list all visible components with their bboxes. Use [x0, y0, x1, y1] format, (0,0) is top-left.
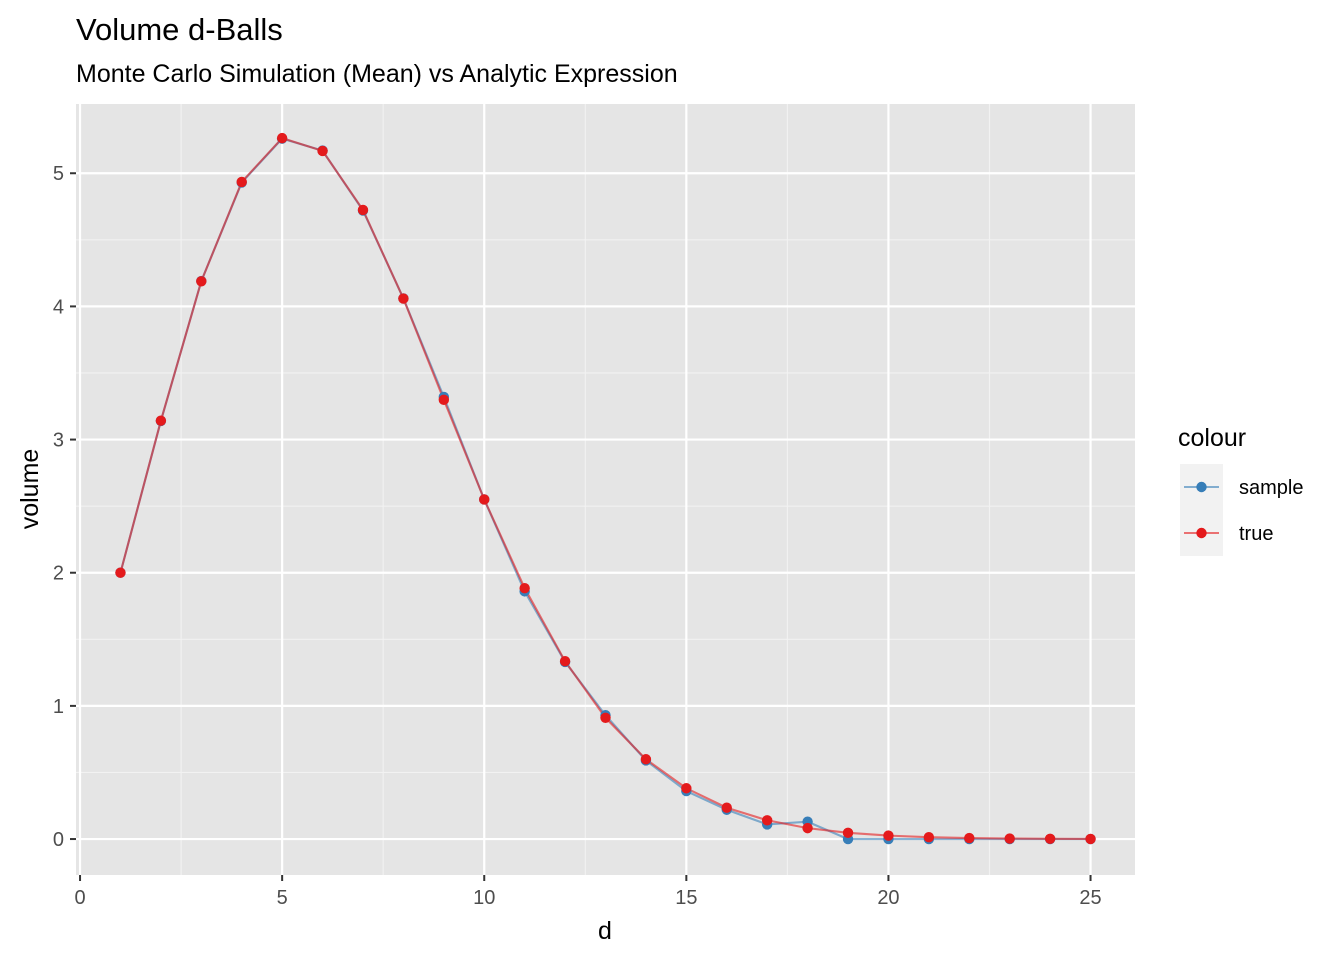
data-point-true — [236, 176, 247, 188]
data-point-true — [155, 415, 167, 426]
y-tick-label: 4 — [53, 296, 64, 318]
x-tick-label: 5 — [277, 887, 288, 909]
x-tick-label: 0 — [74, 887, 85, 909]
legend-item-sample: sample — [1180, 464, 1303, 510]
x-axis: 0 5 10 15 20 25 — [74, 875, 1102, 909]
x-axis-title: d — [598, 917, 612, 945]
x-tick-label: 10 — [473, 887, 495, 909]
y-tick-label: 5 — [53, 163, 64, 185]
x-tick-label: 15 — [675, 887, 697, 909]
data-point-true — [600, 712, 611, 723]
chart-subtitle: Monte Carlo Simulation (Mean) vs Analyti… — [76, 60, 678, 88]
data-point-true — [357, 204, 369, 216]
data-point-true — [842, 827, 854, 839]
legend-title: colour — [1178, 424, 1246, 452]
data-point-true — [721, 802, 732, 813]
x-tick-label: 20 — [877, 887, 899, 909]
data-point-true — [640, 754, 652, 765]
data-point-true — [438, 394, 450, 406]
data-point-true — [196, 276, 207, 287]
legend: colour sample true — [1178, 424, 1303, 556]
y-tick-label: 3 — [53, 430, 64, 452]
major-gridlines — [76, 104, 1135, 875]
data-point-true — [964, 832, 975, 844]
y-tick-label: 2 — [53, 563, 64, 585]
legend-key-point — [1196, 527, 1207, 539]
legend-item-true: true — [1180, 510, 1273, 556]
data-point-true — [1085, 833, 1096, 845]
data-point-true — [276, 132, 288, 144]
legend-key-point — [1196, 481, 1207, 493]
data-point-true — [883, 830, 894, 841]
series-layer — [115, 132, 1096, 845]
data-point-true — [1004, 833, 1015, 844]
data-point-true — [802, 822, 813, 834]
y-axis: 0 1 2 3 4 5 — [53, 163, 76, 851]
legend-label: sample — [1239, 477, 1303, 499]
legend-label: true — [1239, 523, 1273, 545]
minor-gridlines — [76, 104, 1135, 875]
data-point-true — [1044, 833, 1056, 844]
data-point-true — [681, 783, 692, 794]
data-point-true — [479, 494, 490, 505]
y-tick-label: 0 — [53, 829, 64, 851]
legend-items: sample true — [1180, 464, 1303, 556]
data-point-true — [398, 293, 409, 304]
data-point-true — [559, 656, 571, 667]
y-axis-title: volume — [16, 449, 44, 530]
data-point-true — [923, 831, 935, 843]
y-tick-label: 1 — [53, 696, 64, 718]
data-point-true — [519, 582, 530, 594]
data-point-true — [761, 815, 773, 826]
plot-panel — [76, 104, 1135, 875]
data-point-true — [317, 145, 328, 157]
chart-title: Volume d-Balls — [76, 12, 283, 47]
x-tick-label: 25 — [1079, 887, 1101, 909]
data-point-true — [115, 567, 126, 578]
